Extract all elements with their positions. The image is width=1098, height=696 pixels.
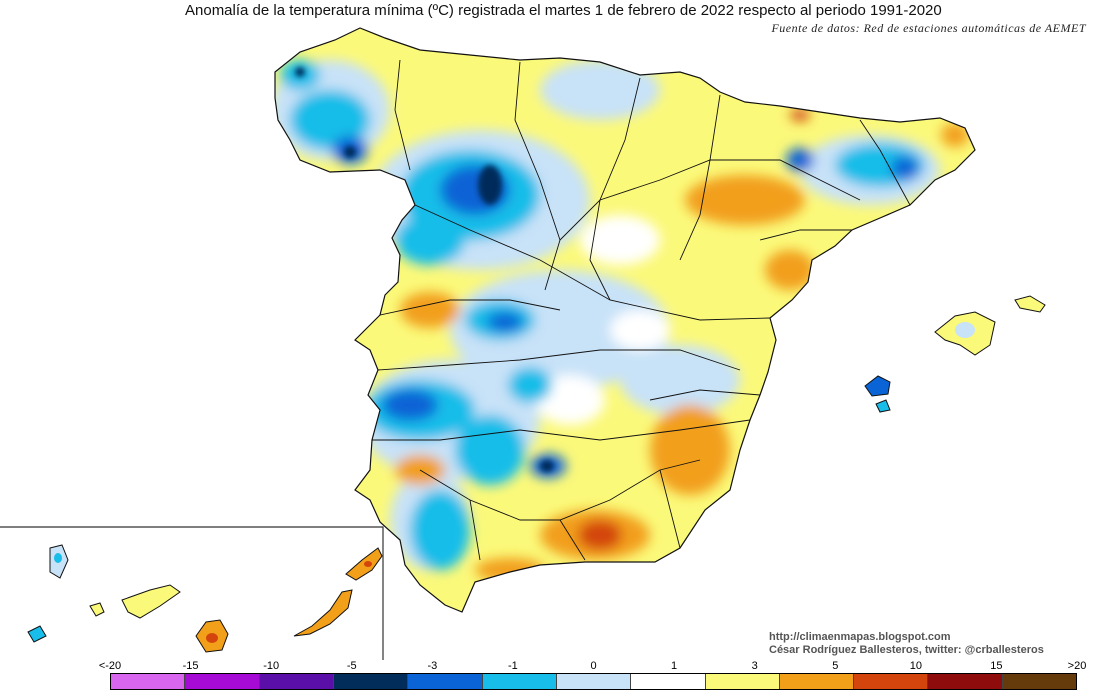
legend-swatch	[185, 674, 260, 689]
legend-tick-label: 15	[990, 660, 1003, 672]
legend-tick-label: 3	[751, 660, 758, 672]
legend-tick-label: >20	[1067, 660, 1087, 672]
legend-tick-label: <-20	[98, 660, 122, 672]
credits-url[interactable]: http://climaenmapas.blogspot.com	[769, 631, 951, 643]
legend-swatch	[1002, 674, 1077, 689]
map-title: Anomalía de la temperatura mínima (ºC) r…	[185, 2, 942, 19]
legend-swatch	[111, 674, 186, 689]
legend-swatch	[333, 674, 409, 689]
credits: http://climaenmapas.blogspot.com César R…	[769, 631, 1044, 657]
legend-tick-label: -15	[182, 660, 199, 672]
anomaly-map	[0, 27, 1046, 660]
map-subtitle: Fuente de datos: Red de estaciones autom…	[771, 21, 1086, 35]
legend-swatch	[482, 674, 557, 689]
legend-tick-label: -5	[346, 660, 357, 672]
legend-swatch	[408, 674, 483, 689]
legend-tick-label: 1	[671, 660, 678, 672]
legend-swatch	[928, 674, 1003, 689]
legend-swatch	[705, 674, 780, 689]
legend-tick-label: 10	[909, 660, 922, 672]
legend-tick-label: -3	[427, 660, 438, 672]
legend-swatch	[259, 674, 334, 689]
legend-swatch	[854, 674, 929, 689]
legend-tick-label: 0	[590, 660, 597, 672]
credits-author: César Rodríguez Ballesteros, twitter: @c…	[769, 644, 1044, 656]
legend-swatch	[779, 674, 855, 689]
canary-islands-inset	[0, 526, 384, 660]
color-legend: <-20 -15 -10 -5 -3 -1 0 1 3 5 10 15 >20	[0, 660, 1098, 696]
peninsula-fill	[274, 27, 976, 613]
legend-tick-label: -10	[263, 660, 280, 672]
legend-tick-label: -1	[508, 660, 518, 672]
legend-colorbar	[110, 673, 1077, 690]
legend-tick-label: 5	[832, 660, 839, 672]
balearic-islands	[864, 295, 1046, 413]
legend-swatch	[631, 674, 706, 689]
legend-swatch	[556, 674, 632, 689]
